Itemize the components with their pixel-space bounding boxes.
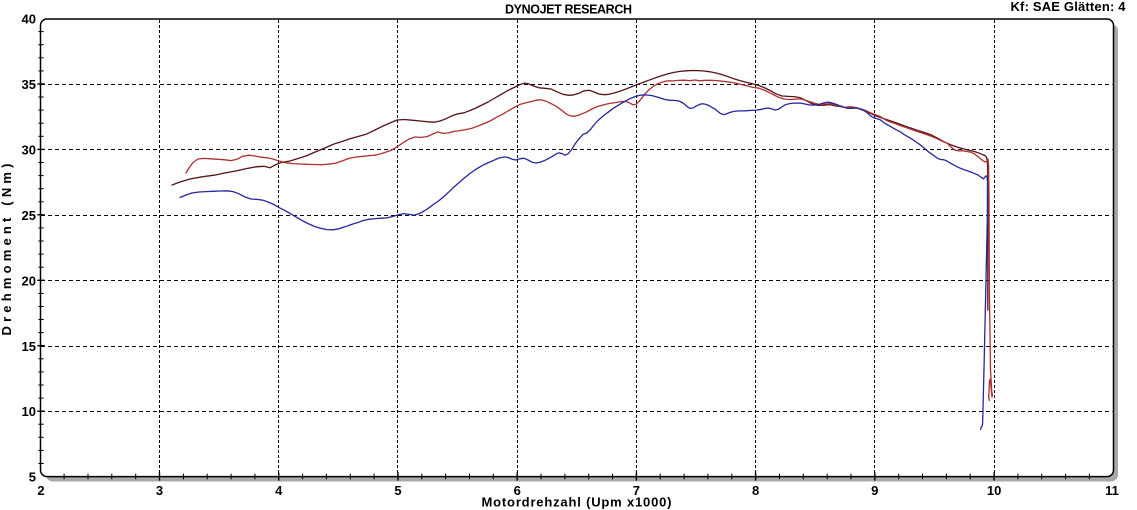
svg-text:Kf: SAE Glätten: 4: Kf: SAE Glätten: 4 (1011, 0, 1127, 14)
svg-text:9: 9 (871, 483, 878, 498)
svg-text:7: 7 (633, 483, 640, 498)
svg-text:6: 6 (514, 483, 521, 498)
svg-text:25: 25 (22, 208, 36, 223)
svg-text:10: 10 (22, 404, 36, 419)
svg-text:40: 40 (22, 12, 36, 27)
svg-text:5: 5 (29, 470, 36, 485)
svg-text:30: 30 (22, 143, 36, 158)
svg-text:20: 20 (22, 273, 36, 288)
svg-text:4: 4 (275, 483, 283, 498)
svg-text:3: 3 (156, 483, 163, 498)
svg-text:2: 2 (37, 483, 44, 498)
svg-text:Motordrehzahl (Upm x1000): Motordrehzahl (Upm x1000) (482, 495, 672, 510)
svg-text:DYNOJET RESEARCH: DYNOJET RESEARCH (505, 3, 632, 17)
svg-text:15: 15 (22, 339, 36, 354)
svg-text:35: 35 (22, 77, 36, 92)
svg-text:10: 10 (987, 483, 1001, 498)
svg-text:8: 8 (752, 483, 759, 498)
svg-text:5: 5 (394, 483, 401, 498)
svg-text:11: 11 (1105, 483, 1119, 498)
